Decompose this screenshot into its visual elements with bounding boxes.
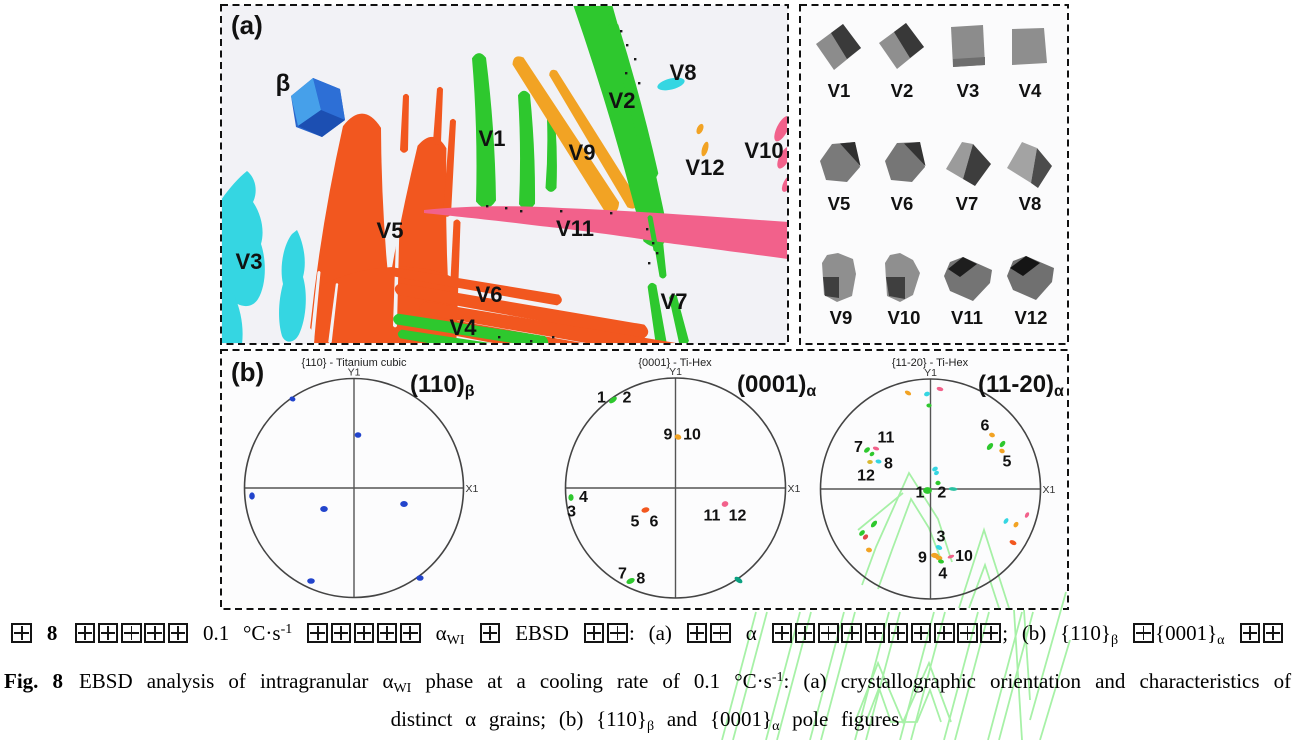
- svg-text:3: 3: [567, 504, 576, 521]
- svg-text:Y1: Y1: [924, 367, 937, 379]
- svg-text:V7: V7: [661, 289, 688, 314]
- svg-text:3: 3: [937, 529, 946, 546]
- svg-text:Y1: Y1: [669, 366, 682, 378]
- svg-text:V1: V1: [479, 126, 506, 151]
- svg-text:1: 1: [597, 390, 606, 407]
- svg-text:8: 8: [636, 571, 645, 588]
- svg-text:V12: V12: [685, 155, 724, 180]
- svg-text:8: 8: [884, 456, 893, 473]
- svg-text:10: 10: [683, 427, 701, 444]
- svg-text:1: 1: [916, 485, 925, 502]
- svg-text:V5: V5: [828, 193, 851, 214]
- svg-text:V7: V7: [956, 193, 979, 214]
- svg-text:2: 2: [623, 390, 632, 407]
- svg-text:V9: V9: [830, 307, 853, 328]
- svg-text:V5: V5: [377, 218, 404, 243]
- svg-text:12: 12: [729, 508, 747, 525]
- svg-text:(110)β: (110)β: [410, 371, 475, 400]
- svg-text:V10: V10: [888, 307, 921, 328]
- svg-text:X1: X1: [466, 483, 479, 495]
- svg-text:β: β: [276, 70, 291, 97]
- svg-text:11: 11: [878, 430, 895, 447]
- svg-text:10: 10: [955, 548, 973, 565]
- svg-text:V2: V2: [891, 80, 914, 101]
- svg-text:V1: V1: [828, 80, 851, 101]
- svg-text:V4: V4: [450, 315, 478, 340]
- svg-text:12: 12: [857, 468, 875, 485]
- svg-text:7: 7: [618, 566, 627, 583]
- svg-text:7: 7: [854, 439, 863, 456]
- svg-text:6: 6: [981, 418, 990, 435]
- svg-text:X1: X1: [788, 483, 801, 495]
- svg-text:V9: V9: [569, 140, 596, 165]
- svg-text:2: 2: [937, 485, 946, 502]
- svg-text:(b): (b): [231, 357, 264, 387]
- svg-text:9: 9: [918, 550, 927, 567]
- svg-text:4: 4: [579, 489, 588, 506]
- svg-text:V6: V6: [891, 193, 914, 214]
- svg-text:V8: V8: [1019, 193, 1042, 214]
- svg-text:5: 5: [631, 514, 640, 531]
- svg-text:{11-20} - Ti-Hex: {11-20} - Ti-Hex: [892, 357, 969, 369]
- svg-text:(0001)α: (0001)α: [737, 371, 816, 400]
- svg-text:Y1: Y1: [348, 367, 361, 379]
- svg-text:{110} - Titanium cubic: {110} - Titanium cubic: [302, 357, 407, 369]
- svg-text:V2: V2: [609, 88, 636, 113]
- svg-text:V8: V8: [670, 60, 697, 85]
- svg-text:X1: X1: [1043, 484, 1056, 496]
- svg-text:5: 5: [1003, 454, 1012, 471]
- svg-text:V12: V12: [1015, 307, 1048, 328]
- svg-text:6: 6: [650, 514, 659, 531]
- svg-text:11: 11: [704, 508, 721, 525]
- svg-text:(a): (a): [231, 10, 263, 40]
- svg-text:V11: V11: [556, 216, 594, 241]
- svg-text:V11: V11: [951, 307, 983, 328]
- svg-text:(11-20)α: (11-20)α: [978, 371, 1064, 400]
- svg-text:V4: V4: [1019, 80, 1042, 101]
- svg-text:V6: V6: [476, 282, 503, 307]
- svg-text:{0001} - Ti-Hex: {0001} - Ti-Hex: [638, 357, 712, 369]
- svg-text:9: 9: [664, 427, 673, 444]
- svg-text:V10: V10: [744, 138, 783, 163]
- svg-text:4: 4: [938, 566, 947, 583]
- svg-text:V3: V3: [957, 80, 980, 101]
- svg-text:V3: V3: [236, 249, 263, 274]
